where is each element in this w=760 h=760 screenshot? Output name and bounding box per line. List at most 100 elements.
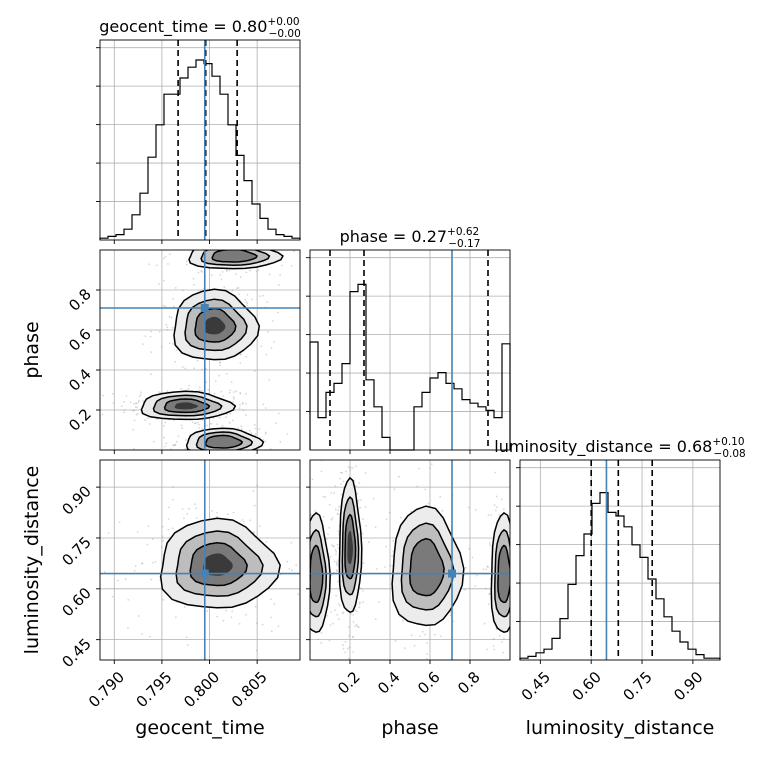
sample-point [134,406,137,408]
sample-point [101,413,104,416]
sample-point [196,421,199,424]
sample-point [192,277,195,280]
sample-point [270,630,273,633]
contour-1-0-0-2 [163,398,211,414]
sample-point [422,663,424,665]
sample-point [102,394,104,397]
panel-2-0-frame [99,459,301,661]
sample-point [364,506,367,508]
sample-point [235,390,238,393]
sample-point [270,616,273,619]
sample-point [488,670,490,672]
sample-point [211,510,214,512]
sample-point [237,287,240,289]
sample-point [308,576,310,578]
sample-point [336,513,339,515]
sample-point [485,587,487,590]
sample-point [352,621,355,623]
sample-point [216,515,219,518]
sample-point [404,668,406,670]
sample-point [264,407,267,409]
sample-point [233,391,235,393]
sample-point [357,499,359,501]
sample-point [337,618,340,621]
sample-point [165,323,168,326]
sample-point [336,562,338,565]
sample-point [187,388,190,390]
sample-point [515,572,517,574]
panel-2-0-xtick-label-0: 0.790 [85,668,128,711]
sample-point [278,283,280,286]
sample-point [228,248,230,250]
sample-point [225,372,228,375]
sample-point [164,255,167,258]
sample-point [201,271,204,273]
sample-point [286,560,289,563]
contour-1-0-1-0 [185,427,265,450]
sample-point [452,620,455,623]
panel-1-0-ytick-label-1: 0.4 [65,365,95,395]
sample-point [419,635,421,637]
sample-point [225,270,228,273]
sample-point [197,271,200,274]
sample-point [384,566,386,568]
sample-point [495,628,498,631]
sample-point [225,609,228,612]
sample-point [328,639,331,642]
sample-point [515,565,517,567]
sample-point [198,386,201,389]
density-1-0-0-3 [174,402,199,410]
sample-point [172,342,174,345]
sample-point [468,547,471,550]
sample-point [421,630,424,633]
sample-point [162,540,165,542]
sample-point [182,289,184,292]
sample-point [441,509,444,512]
contour-1-0-1-2 [204,434,244,449]
sample-point [241,401,244,404]
sample-point [232,419,234,422]
sample-point [392,550,395,553]
sample-point [218,416,221,419]
sample-point [358,482,361,484]
sample-point [210,422,213,425]
sample-point [246,294,249,296]
sample-point [307,548,309,550]
sample-point [286,433,289,435]
sample-point [509,681,511,683]
sample-point [137,401,140,404]
sample-point [142,400,145,402]
sample-point [513,507,515,509]
panel-2-0-ytick-label-0: 0.45 [58,635,94,671]
sample-point [245,271,248,274]
sample-point [262,403,265,406]
panel-2-0-content [100,484,300,652]
sample-point [175,440,178,443]
sample-point [239,353,242,356]
sample-point [255,456,257,458]
sample-point [345,470,347,473]
sample-point [265,353,268,356]
sample-point [306,561,308,563]
sample-point [171,453,173,455]
hist-phase-steps [309,283,511,451]
sample-point [127,627,129,629]
sample-point [330,611,333,613]
sample-point [333,545,335,548]
sample-point [173,305,175,308]
sample-point [488,593,491,595]
sample-point [325,538,328,541]
hist-luminosity_distance-steps [519,492,721,660]
sample-point [180,387,183,390]
sample-point [172,297,174,300]
sample-point [254,605,257,608]
panel-2-1-xtick-label-3: 0.8 [454,668,484,698]
sample-point [336,614,339,616]
sample-point [511,552,513,554]
sample-point [336,543,339,546]
sample-point [225,456,227,458]
sample-point [486,565,489,568]
density-1-0-1-2 [205,435,243,448]
sample-point [376,568,378,570]
